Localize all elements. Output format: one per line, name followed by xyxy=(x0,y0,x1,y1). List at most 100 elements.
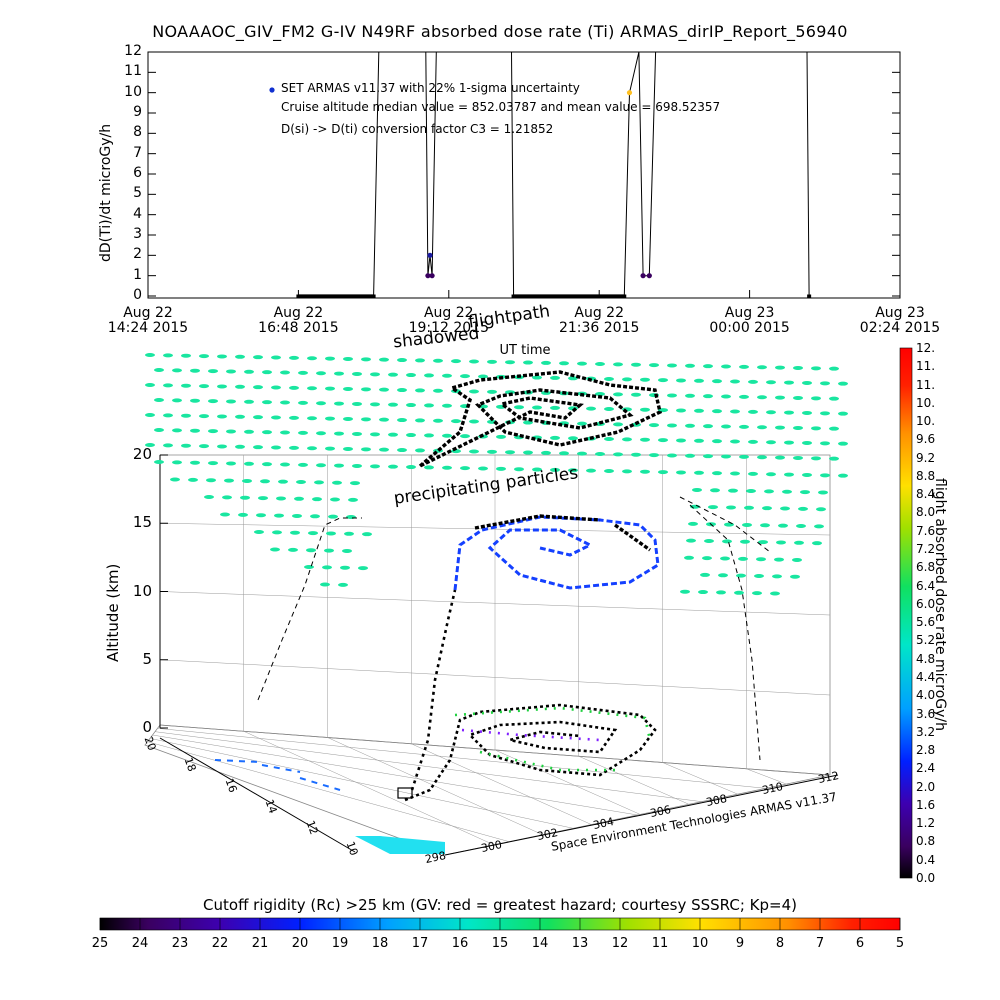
particle-dot xyxy=(280,430,290,435)
y-tick-label: 5 xyxy=(133,185,142,202)
particle-dot xyxy=(424,465,434,470)
y-tick-label: 3 xyxy=(133,226,142,242)
particle-dot xyxy=(370,432,380,437)
particle-dot xyxy=(604,437,614,441)
top-x-axis-label: UT time xyxy=(499,343,551,358)
particle-dot xyxy=(424,373,434,378)
particle-dot xyxy=(811,396,821,401)
floor-gridline xyxy=(157,728,766,789)
particle-dot xyxy=(310,514,320,519)
right-colorbar-tick: 4.0 xyxy=(916,688,936,703)
particle-dot xyxy=(820,441,830,446)
annotation-version: SET ARMAS v11.37 with 22% 1-sigma uncert… xyxy=(281,81,580,95)
particle-dot xyxy=(577,451,587,456)
particle-dot xyxy=(676,470,686,475)
particle-dot xyxy=(523,360,533,365)
particle-dot xyxy=(802,380,812,385)
particle-dot xyxy=(256,513,266,518)
particle-dot xyxy=(721,454,731,459)
z-axis-label: Altitude (km) xyxy=(104,563,122,662)
particle-dot xyxy=(271,355,281,360)
particle-dot xyxy=(604,377,614,381)
particle-dot xyxy=(704,539,714,543)
particle-dot xyxy=(254,530,264,534)
particle-dot xyxy=(496,466,506,471)
data-point xyxy=(646,273,652,279)
bottom-colorbar-tick-label: 17 xyxy=(411,936,429,951)
right-colorbar-tick: 12. xyxy=(916,341,936,355)
particle-dot xyxy=(793,425,803,430)
particle-dot xyxy=(811,366,821,371)
particle-dot xyxy=(744,505,754,510)
particle-dot xyxy=(757,425,767,430)
particle-dot xyxy=(764,489,774,494)
bottom-colorbar-tick-label: 19 xyxy=(331,936,349,951)
right-colorbar xyxy=(899,347,913,879)
particle-dot xyxy=(226,399,236,404)
particle-dot xyxy=(415,358,425,363)
particle-dot xyxy=(352,463,362,468)
particle-dot xyxy=(388,432,398,437)
particle-dot xyxy=(820,411,830,416)
particle-dot xyxy=(708,505,718,510)
particle-dot xyxy=(712,409,722,414)
y-tick-label: 2 xyxy=(133,246,142,263)
y-tick-label: 6 xyxy=(133,165,142,181)
particle-dot xyxy=(298,462,308,467)
floor-gridline xyxy=(327,737,544,836)
particle-dot xyxy=(199,384,209,389)
bottom-colorbar-tick-label: 20 xyxy=(291,936,309,951)
particle-dot xyxy=(712,439,722,444)
flightpath-3d-plot xyxy=(144,353,848,856)
particle-dot xyxy=(424,433,434,438)
particle-dot xyxy=(667,393,677,398)
particle-dot xyxy=(811,456,821,461)
particle-dot xyxy=(756,557,766,562)
x-tick-time: 14:24 2015 xyxy=(107,320,189,336)
particle-dot xyxy=(800,490,810,495)
particle-dot xyxy=(667,453,677,458)
particle-dot xyxy=(325,386,335,391)
particle-dot xyxy=(415,448,425,453)
particle-dot xyxy=(748,409,758,414)
annotation-altitude: Cruise altitude median value = 852.03787… xyxy=(281,100,721,114)
particle-dot xyxy=(550,375,560,380)
particle-dot xyxy=(145,413,155,417)
particle-dot xyxy=(595,362,605,366)
particle-dot xyxy=(736,573,746,578)
particle-dot xyxy=(316,463,326,468)
particle-dot xyxy=(172,368,182,373)
right-colorbar-tick: 10. xyxy=(916,414,936,429)
particle-dot xyxy=(415,418,425,423)
particle-dot xyxy=(306,548,316,553)
particle-dot xyxy=(226,369,236,374)
particle-dot xyxy=(181,383,191,388)
particle-dot xyxy=(694,408,704,413)
particle-dot xyxy=(829,366,839,371)
particle-dot xyxy=(820,473,830,478)
particle-dot xyxy=(397,358,407,363)
particle-dot xyxy=(775,455,785,460)
particle-dot xyxy=(208,461,218,466)
particle-dot xyxy=(370,402,380,407)
bottom-colorbar-tick-label: 13 xyxy=(571,936,589,951)
flightpath-ground-track xyxy=(404,703,657,802)
particle-dot xyxy=(324,548,334,553)
particle-dot xyxy=(532,405,542,410)
particle-dot xyxy=(442,373,452,378)
right-colorbar-tick: 3.6 xyxy=(916,706,936,721)
particle-dot xyxy=(784,472,794,477)
bottom-colorbar-tick-label: 9 xyxy=(735,936,745,951)
particle-dot xyxy=(433,388,443,393)
z-tick-label: 0 xyxy=(142,718,152,736)
particle-dot xyxy=(613,362,623,367)
lon-axis xyxy=(444,774,839,856)
particle-dot xyxy=(332,480,342,485)
particle-dot xyxy=(703,394,713,399)
particle-dot xyxy=(469,359,479,364)
x-tick-time: 19:12 2015 xyxy=(408,320,490,336)
y-tick-label: 8 xyxy=(133,124,142,141)
particle-dot xyxy=(288,547,298,552)
particle-dot xyxy=(712,471,722,476)
particle-dot xyxy=(514,405,524,410)
